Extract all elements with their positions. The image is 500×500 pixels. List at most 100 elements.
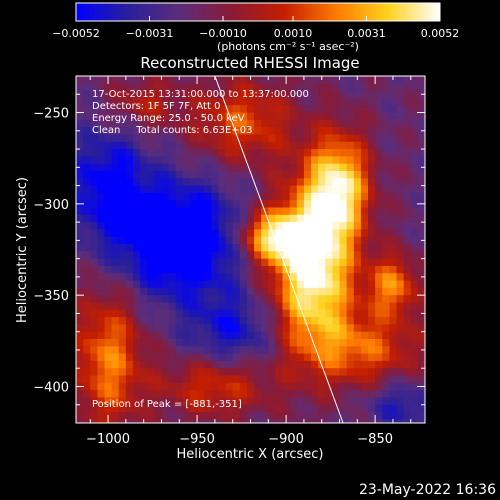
heatmap-pixel <box>211 287 220 296</box>
heatmap-pixel <box>346 185 355 194</box>
heatmap-pixel <box>211 404 220 413</box>
heatmap-pixel <box>132 200 141 209</box>
heatmap-pixel <box>339 390 348 399</box>
heatmap-pixel <box>197 192 205 201</box>
heatmap-pixel <box>218 156 227 165</box>
heatmap-pixel <box>261 244 269 252</box>
heatmap-pixel <box>204 200 212 209</box>
heatmap-pixel <box>76 390 84 399</box>
heatmap-pixel <box>396 317 405 325</box>
heatmap-pixel <box>204 295 212 304</box>
heatmap-pixel <box>189 346 198 355</box>
heatmap-pixel <box>353 112 362 121</box>
heatmap-pixel <box>111 375 120 384</box>
heatmap-pixel <box>132 90 141 99</box>
heatmap-pixel <box>182 324 191 333</box>
heatmap-pixel <box>254 149 262 157</box>
heatmap-pixel <box>125 404 134 413</box>
heatmap-pixel <box>225 331 234 340</box>
heatmap-pixel <box>218 280 227 289</box>
heatmap-pixel <box>239 258 248 267</box>
heatmap-pixel <box>189 331 198 340</box>
heatmap-pixel <box>104 192 113 201</box>
heatmap-pixel <box>375 229 383 238</box>
heatmap-pixel <box>318 119 326 128</box>
heatmap-pixel <box>282 236 291 245</box>
heatmap-pixel <box>218 397 227 406</box>
heatmap-pixel <box>161 375 170 384</box>
heatmap-pixel <box>182 317 191 325</box>
heatmap-pixel <box>375 97 383 106</box>
heatmap-pixel <box>296 397 305 406</box>
heatmap-pixel <box>104 375 113 384</box>
heatmap-pixel <box>147 163 155 172</box>
heatmap-pixel <box>417 338 425 347</box>
heatmap-pixel <box>325 331 334 340</box>
heatmap-pixel <box>97 419 106 423</box>
heatmap-pixel <box>375 419 383 423</box>
heatmap-pixel <box>90 265 98 274</box>
heatmap-pixel <box>154 83 163 92</box>
heatmap-pixel <box>268 346 277 355</box>
heatmap-pixel <box>218 214 227 223</box>
heatmap-pixel <box>275 404 284 413</box>
heatmap-pixel <box>268 127 277 136</box>
heatmap-pixel <box>204 273 212 282</box>
heatmap-pixel <box>261 265 269 274</box>
heatmap-pixel <box>197 97 205 106</box>
heatmap-pixel <box>353 170 362 179</box>
heatmap-pixel <box>83 412 91 420</box>
heatmap-pixel <box>125 382 134 391</box>
heatmap-pixel <box>325 390 334 399</box>
heatmap-pixel <box>389 200 398 209</box>
heatmap-pixel <box>204 397 212 406</box>
heatmap-pixel <box>154 127 163 136</box>
heatmap-pixel <box>382 83 390 92</box>
heatmap-pixel <box>396 178 405 187</box>
heatmap-pixel <box>346 229 355 238</box>
heatmap-pixel <box>140 97 148 106</box>
heatmap-pixel <box>239 90 248 99</box>
heatmap-pixel <box>118 134 127 143</box>
heatmap-pixel <box>175 382 184 391</box>
heatmap-pixel <box>275 324 284 333</box>
heatmap-pixel <box>189 156 198 165</box>
heatmap-pixel <box>332 419 341 423</box>
heatmap-pixel <box>296 360 305 369</box>
heatmap-pixel <box>147 251 155 260</box>
heatmap-pixel <box>396 112 405 121</box>
heatmap-pixel <box>83 178 91 187</box>
heatmap-pixel <box>111 265 120 274</box>
heatmap-pixel <box>225 309 234 318</box>
heatmap-pixel <box>189 265 198 274</box>
heatmap-pixel <box>175 375 184 384</box>
heatmap-pixel <box>83 251 91 260</box>
heatmap-pixel <box>211 251 220 260</box>
heatmap-pixel <box>389 214 398 223</box>
heatmap-pixel <box>325 287 334 296</box>
heatmap-pixel <box>403 375 412 384</box>
heatmap-pixel <box>254 112 262 121</box>
heatmap-pixel <box>132 185 141 194</box>
annotation-energy-range: Energy Range: 25.0 - 50.0 keV <box>92 113 245 124</box>
heatmap-pixel <box>204 163 212 172</box>
heatmap-pixel <box>332 331 341 340</box>
heatmap-pixel <box>246 397 255 406</box>
heatmap-pixel <box>175 236 184 245</box>
heatmap-pixel <box>303 368 312 377</box>
heatmap-pixel <box>83 368 91 377</box>
heatmap-pixel <box>296 112 305 121</box>
heatmap-pixel <box>147 192 155 201</box>
heatmap-pixel <box>239 156 248 165</box>
heatmap-pixel <box>332 178 341 187</box>
heatmap-pixel <box>346 265 355 274</box>
heatmap-pixel <box>111 163 120 172</box>
heatmap-pixel <box>147 156 155 165</box>
heatmap-pixel <box>254 105 262 114</box>
heatmap-pixel <box>360 346 369 355</box>
heatmap-pixel <box>218 302 227 311</box>
heatmap-pixel <box>410 185 419 194</box>
heatmap-pixel <box>318 178 326 187</box>
heatmap-pixel <box>346 295 355 304</box>
heatmap-pixel <box>211 119 220 128</box>
